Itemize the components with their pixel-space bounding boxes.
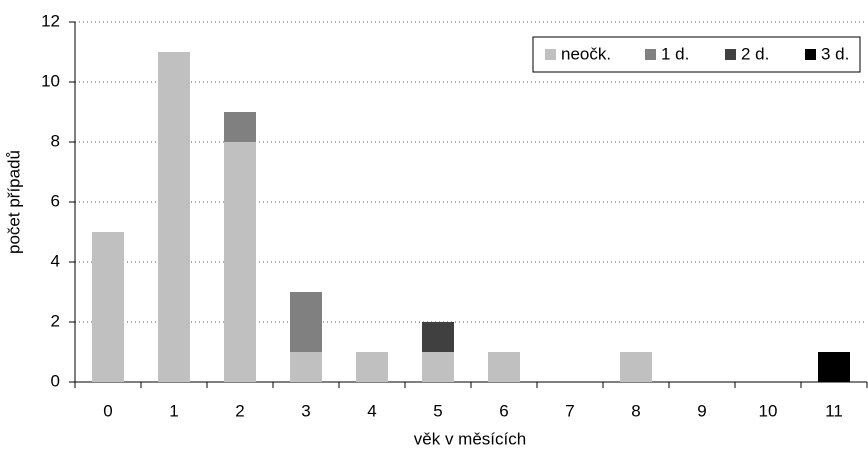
legend-swatch [805,49,816,60]
bar-segment [92,232,124,382]
x-tick-label: 8 [631,401,640,420]
y-tick-label: 0 [51,371,60,390]
legend-label: 3 d. [821,44,849,63]
legend-label: neočk. [561,44,611,63]
legend-swatch [725,49,736,60]
bar-segment [818,352,850,382]
y-tick-label: 2 [51,311,60,330]
bar-segment [422,322,454,352]
bar-segment [356,352,388,382]
bar-segment [224,112,256,142]
y-tick-label: 8 [51,131,60,150]
x-tick-label: 6 [499,401,508,420]
x-tick-label: 0 [103,401,112,420]
y-tick-label: 12 [41,11,60,30]
bar-segment [620,352,652,382]
bar-segment [290,292,322,352]
bar-segment [224,142,256,382]
legend-label: 2 d. [741,44,769,63]
y-tick-label: 6 [51,191,60,210]
x-tick-label: 4 [367,401,376,420]
legend-swatch [545,49,556,60]
y-axis-label: počet případů [4,150,23,254]
x-tick-label: 5 [433,401,442,420]
x-tick-label: 2 [235,401,244,420]
bar-segment [158,52,190,382]
x-tick-label: 11 [825,401,843,420]
x-tick-label: 3 [301,401,310,420]
legend-label: 1 d. [661,44,689,63]
bar-segment [422,352,454,382]
y-tick-label: 10 [41,71,60,90]
x-tick-label: 10 [759,401,778,420]
x-tick-label: 7 [565,401,574,420]
bar-segment [290,352,322,382]
x-tick-label: 1 [169,401,178,420]
x-tick-label: 9 [697,401,706,420]
x-axis-label: věk v měsících [414,429,526,448]
y-tick-label: 4 [51,251,60,270]
bar-segment [488,352,520,382]
legend-swatch [645,49,656,60]
